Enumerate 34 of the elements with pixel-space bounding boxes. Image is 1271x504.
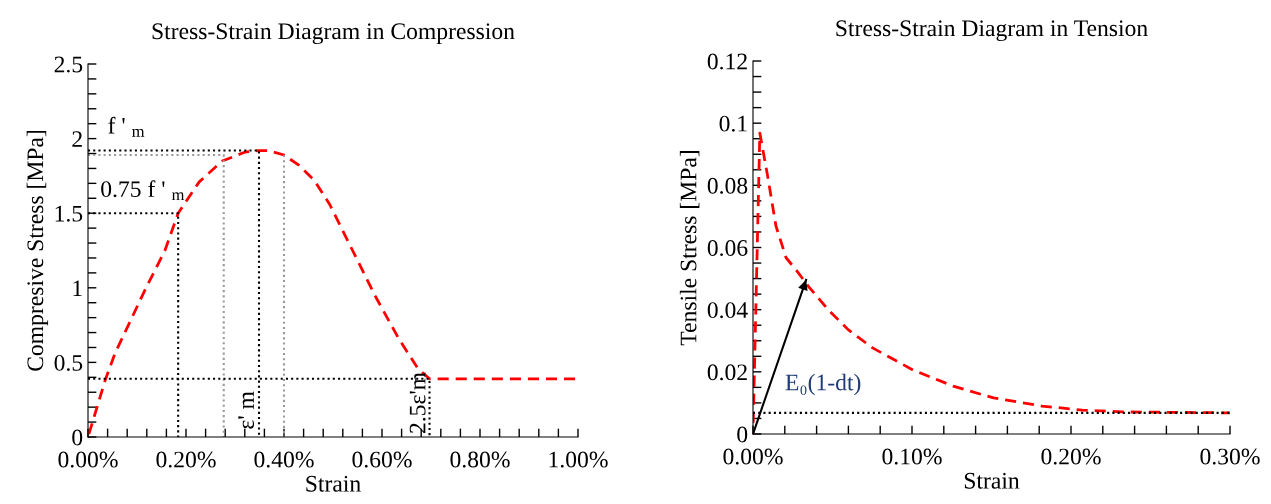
x-tick-label: 1.00% bbox=[549, 451, 608, 468]
x-tick-label: 0.00% bbox=[58, 451, 118, 468]
y-tick-label: 0.06 bbox=[707, 239, 748, 257]
x-tick-label: 0.00% bbox=[723, 448, 783, 465]
y-tick-label: 0.12 bbox=[707, 53, 747, 70]
y-tick-label: 2 bbox=[72, 131, 82, 147]
y-tick-label: 0.08 bbox=[707, 177, 748, 194]
x-tick-label: 0.20% bbox=[1041, 448, 1101, 465]
chart-title: Stress-Strain Diagram in Tension bbox=[836, 20, 1148, 42]
y-tick-label: 0.02 bbox=[707, 364, 747, 381]
y-tick-label: 0 bbox=[737, 426, 748, 443]
x-tick-label: 0.10% bbox=[882, 448, 942, 465]
y-axis-title: Tensile Stress [MPa] bbox=[679, 151, 700, 346]
y-tick-label: 0.1 bbox=[719, 115, 747, 132]
x-axis-title: Strain bbox=[964, 472, 1020, 489]
y-tick-label: 0 bbox=[72, 429, 83, 446]
y-tick-label: 0.5 bbox=[54, 354, 83, 371]
y-axis-title: Compresive Stress [MPa] bbox=[26, 130, 49, 371]
x-tick-label: 0.20% bbox=[156, 451, 216, 468]
y-tick-label: 2.5 bbox=[54, 56, 83, 73]
annotation: 0.75 f ' $_{m}$ bbox=[101, 180, 185, 201]
x-tick-label: 0.60% bbox=[352, 451, 412, 468]
annotation: 2.5ε'm bbox=[409, 372, 426, 433]
x-tick-label: 0.40% bbox=[254, 451, 314, 468]
y-tick-label: 0.04 bbox=[707, 302, 748, 319]
y-tick-label: 1.5 bbox=[55, 205, 83, 222]
chart-title: Stress-Strain Diagram in Compression bbox=[152, 23, 515, 45]
annotation: E₀(1-dt) bbox=[785, 373, 861, 396]
y-tick-label: 1 bbox=[73, 280, 82, 296]
annotation: ε' m bbox=[238, 391, 255, 429]
x-tick-label: 0.30% bbox=[1200, 448, 1260, 465]
x-tick-label: 0.80% bbox=[450, 451, 510, 468]
annotation: f ' $_{m}$ bbox=[108, 116, 145, 137]
x-axis-title: Strain bbox=[306, 475, 361, 492]
